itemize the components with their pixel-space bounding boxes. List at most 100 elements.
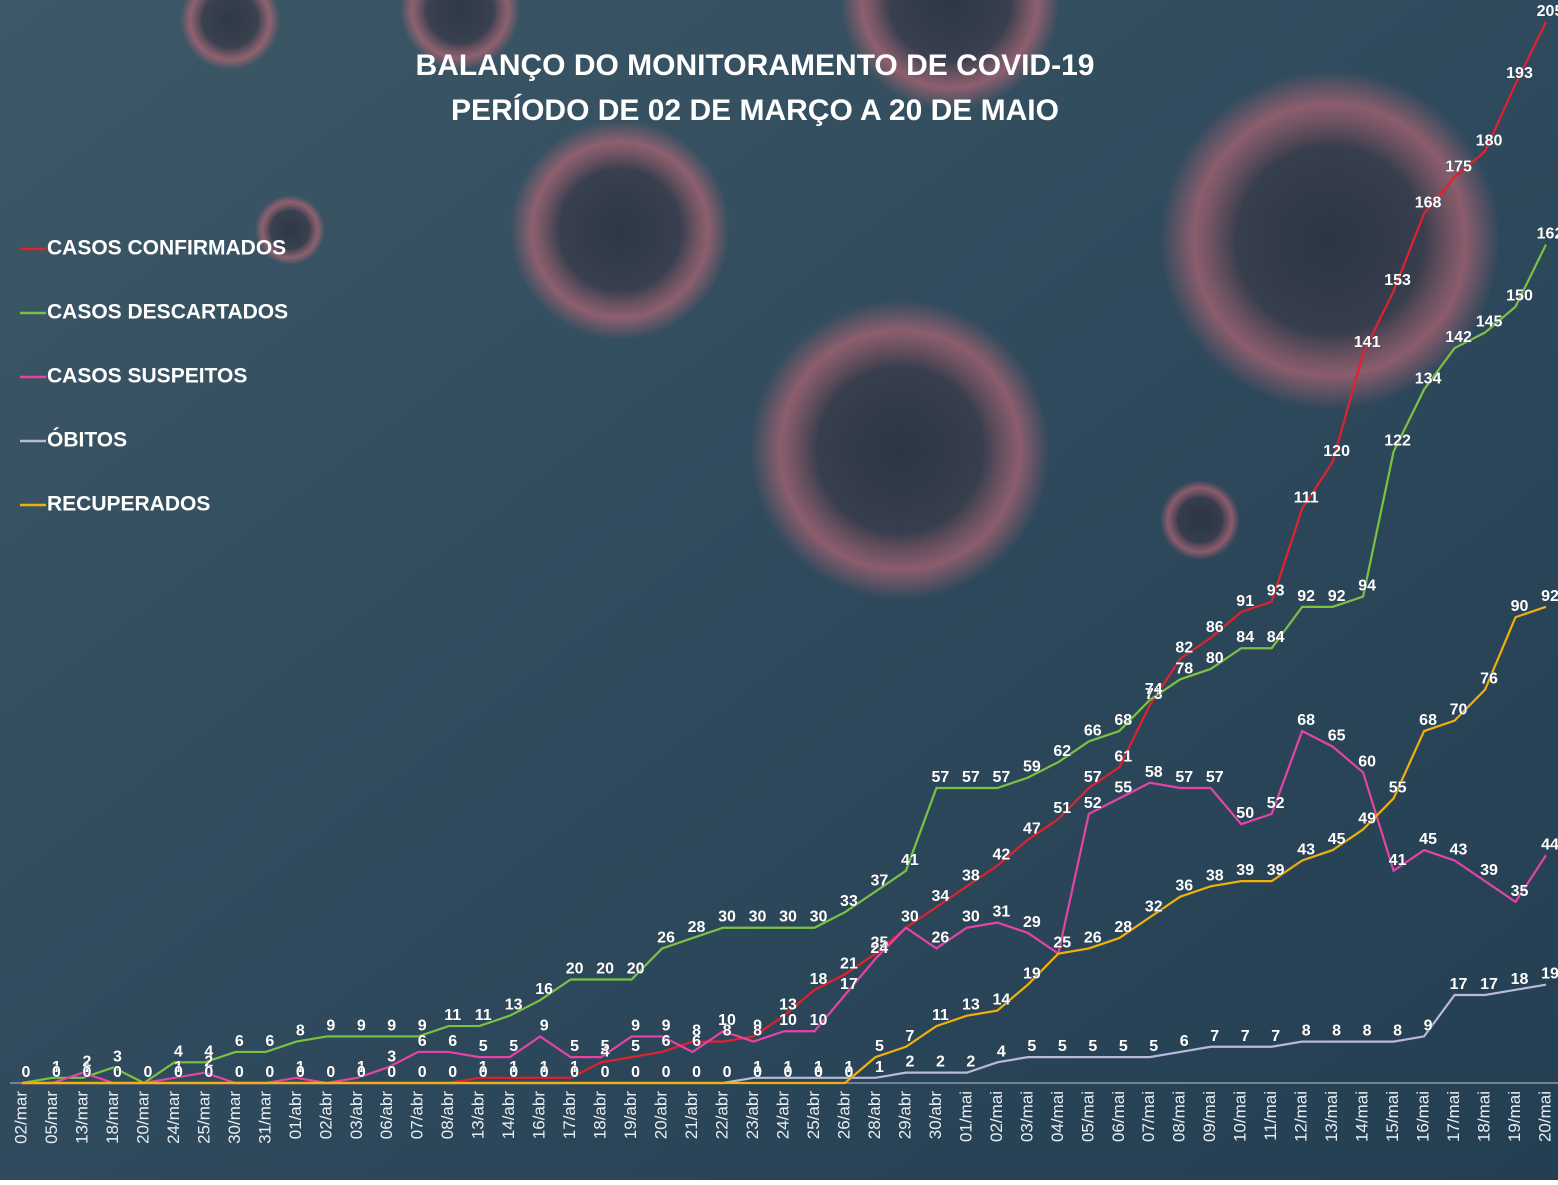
x-tick-label: 07/abr bbox=[408, 1091, 427, 1140]
data-label: 1 bbox=[875, 1059, 884, 1076]
data-label: 41 bbox=[901, 852, 919, 869]
data-label: 31 bbox=[992, 904, 1010, 921]
data-label: 9 bbox=[540, 1017, 549, 1034]
data-label: 0 bbox=[235, 1064, 244, 1081]
data-label: 9 bbox=[631, 1017, 640, 1034]
data-label: 0 bbox=[509, 1064, 518, 1081]
x-tick-label: 26/abr bbox=[834, 1091, 853, 1140]
data-label: 0 bbox=[22, 1064, 31, 1081]
data-label: 94 bbox=[1358, 577, 1376, 594]
data-label: 33 bbox=[840, 893, 858, 910]
x-tick-label: 12/mai bbox=[1292, 1091, 1311, 1142]
data-label: 28 bbox=[1114, 919, 1132, 936]
data-label: 168 bbox=[1415, 194, 1442, 211]
data-label: 0 bbox=[418, 1064, 427, 1081]
x-tick-label: 18/abr bbox=[591, 1091, 610, 1140]
data-label: 2 bbox=[936, 1054, 945, 1071]
data-label: 6 bbox=[235, 1033, 244, 1050]
data-label: 4 bbox=[174, 1043, 183, 1060]
x-tick-label: 05/mar bbox=[42, 1091, 61, 1144]
data-label: 111 bbox=[1294, 490, 1319, 507]
x-tick-label: 16/mai bbox=[1414, 1091, 1433, 1142]
data-label: 13 bbox=[505, 997, 523, 1014]
data-label: 30 bbox=[901, 909, 919, 926]
data-label: 57 bbox=[992, 769, 1010, 786]
data-label: 13 bbox=[962, 997, 980, 1014]
data-label: 52 bbox=[1267, 795, 1285, 812]
data-label: 92 bbox=[1297, 588, 1315, 605]
x-tick-label: 23/abr bbox=[743, 1091, 762, 1140]
data-label: 82 bbox=[1175, 640, 1193, 657]
x-tick-label: 15/mai bbox=[1383, 1091, 1402, 1142]
data-label: 24 bbox=[871, 940, 889, 957]
data-label: 0 bbox=[662, 1064, 671, 1081]
data-label: 18 bbox=[1511, 971, 1529, 988]
data-label: 5 bbox=[631, 1038, 640, 1055]
data-label: 0 bbox=[448, 1064, 457, 1081]
data-label: 0 bbox=[570, 1064, 579, 1081]
x-tick-label: 11/mai bbox=[1261, 1091, 1280, 1141]
data-label: 58 bbox=[1145, 764, 1163, 781]
data-label: 30 bbox=[962, 909, 980, 926]
data-label: 16 bbox=[535, 981, 553, 998]
data-label: 78 bbox=[1175, 660, 1193, 677]
x-tick-label: 01/abr bbox=[286, 1091, 305, 1140]
data-label: 7 bbox=[1241, 1028, 1250, 1045]
data-label: 19 bbox=[1023, 966, 1041, 983]
x-tick-label: 04/mai bbox=[1048, 1091, 1067, 1142]
data-label: 68 bbox=[1419, 712, 1437, 729]
data-label: 26 bbox=[1084, 929, 1102, 946]
data-label: 6 bbox=[692, 1033, 701, 1050]
data-label: 17 bbox=[1480, 976, 1498, 993]
data-label: 38 bbox=[962, 867, 980, 884]
data-label: 0 bbox=[296, 1064, 305, 1081]
data-label: 150 bbox=[1506, 288, 1533, 305]
data-label: 0 bbox=[753, 1064, 762, 1081]
data-label: 0 bbox=[845, 1064, 854, 1081]
data-label: 0 bbox=[143, 1064, 152, 1081]
data-label: 0 bbox=[631, 1064, 640, 1081]
data-label: 0 bbox=[540, 1064, 549, 1081]
data-label: 20 bbox=[596, 960, 614, 977]
x-tick-label: 02/mai bbox=[987, 1091, 1006, 1142]
data-label: 84 bbox=[1267, 629, 1285, 646]
data-label: 84 bbox=[1236, 629, 1254, 646]
x-tick-label: 08/mai bbox=[1170, 1091, 1189, 1142]
data-label: 65 bbox=[1328, 728, 1346, 745]
chart-title: BALANÇO DO MONITORAMENTO DE COVID-19 bbox=[416, 49, 1095, 82]
data-label: 8 bbox=[1393, 1023, 1402, 1040]
data-label: 18 bbox=[810, 971, 828, 988]
data-label: 36 bbox=[1175, 878, 1193, 895]
data-label: 5 bbox=[601, 1038, 610, 1055]
data-label: 0 bbox=[83, 1064, 92, 1081]
data-label: 17 bbox=[1450, 976, 1468, 993]
data-label: 2 bbox=[905, 1054, 914, 1071]
data-label: 91 bbox=[1236, 593, 1254, 610]
data-label: 6 bbox=[662, 1033, 671, 1050]
data-label: 30 bbox=[810, 909, 828, 926]
data-label: 8 bbox=[753, 1023, 762, 1040]
data-label: 5 bbox=[1027, 1038, 1036, 1055]
x-tick-label: 06/mai bbox=[1109, 1091, 1128, 1142]
data-label: 6 bbox=[448, 1033, 457, 1050]
data-label: 45 bbox=[1419, 831, 1437, 848]
data-label: 55 bbox=[1389, 779, 1407, 796]
data-label: 74 bbox=[1145, 681, 1163, 698]
data-label: 20 bbox=[566, 960, 584, 977]
data-label: 92 bbox=[1541, 588, 1558, 605]
data-label: 38 bbox=[1206, 867, 1224, 884]
data-label: 9 bbox=[662, 1017, 671, 1034]
chart-subtitle: PERÍODO DE 02 DE MARÇO A 20 DE MAIO bbox=[451, 93, 1059, 127]
data-label: 180 bbox=[1476, 132, 1503, 149]
data-label: 11 bbox=[932, 1007, 949, 1024]
data-label: 92 bbox=[1328, 588, 1346, 605]
data-label: 3 bbox=[387, 1048, 396, 1065]
data-label: 0 bbox=[723, 1064, 732, 1081]
x-tick-label: 18/mai bbox=[1475, 1091, 1494, 1142]
data-label: 134 bbox=[1415, 370, 1442, 387]
data-label: 90 bbox=[1511, 598, 1529, 615]
x-tick-label: 03/mai bbox=[1017, 1091, 1036, 1142]
x-tick-label: 13/mar bbox=[72, 1091, 91, 1144]
x-tick-label: 13/abr bbox=[469, 1091, 488, 1140]
data-label: 70 bbox=[1450, 702, 1468, 719]
